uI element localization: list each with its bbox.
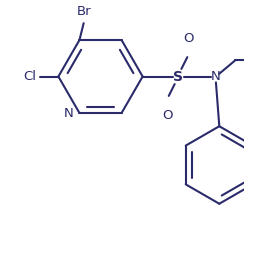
- Text: O: O: [183, 31, 193, 44]
- Text: O: O: [163, 109, 173, 121]
- Text: S: S: [173, 70, 183, 83]
- Text: Cl: Cl: [23, 70, 36, 83]
- Text: N: N: [211, 70, 221, 83]
- Text: N: N: [64, 107, 74, 120]
- Text: Br: Br: [76, 5, 91, 18]
